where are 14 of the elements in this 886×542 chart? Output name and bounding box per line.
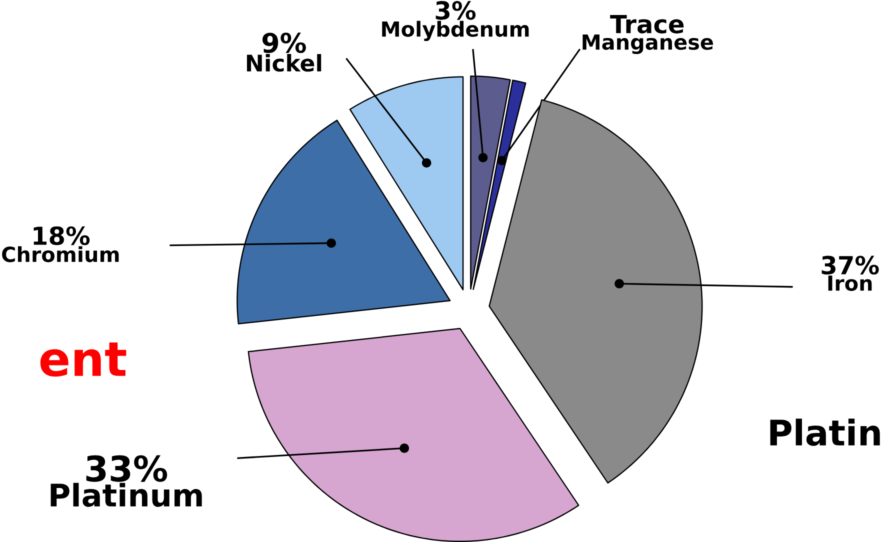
slice-label: Manganese: [582, 34, 713, 54]
data-label: Trace: [610, 15, 684, 34]
slice-label: Iron: [828, 276, 872, 291]
slice-label: Nickel: [246, 54, 322, 72]
slice-label: Molybdenum: [382, 20, 529, 42]
text: Platin: [770, 418, 880, 446]
slice-label: Platinum: [50, 482, 202, 507]
text: ent: [40, 342, 126, 377]
data-label: 3%: [436, 1, 476, 20]
data-label: 33%: [86, 455, 168, 482]
data-label: 37%: [822, 256, 879, 275]
data-label: 9%: [262, 32, 306, 54]
data-label: 18%: [34, 226, 90, 246]
slice-label: Chromium: [2, 246, 119, 262]
